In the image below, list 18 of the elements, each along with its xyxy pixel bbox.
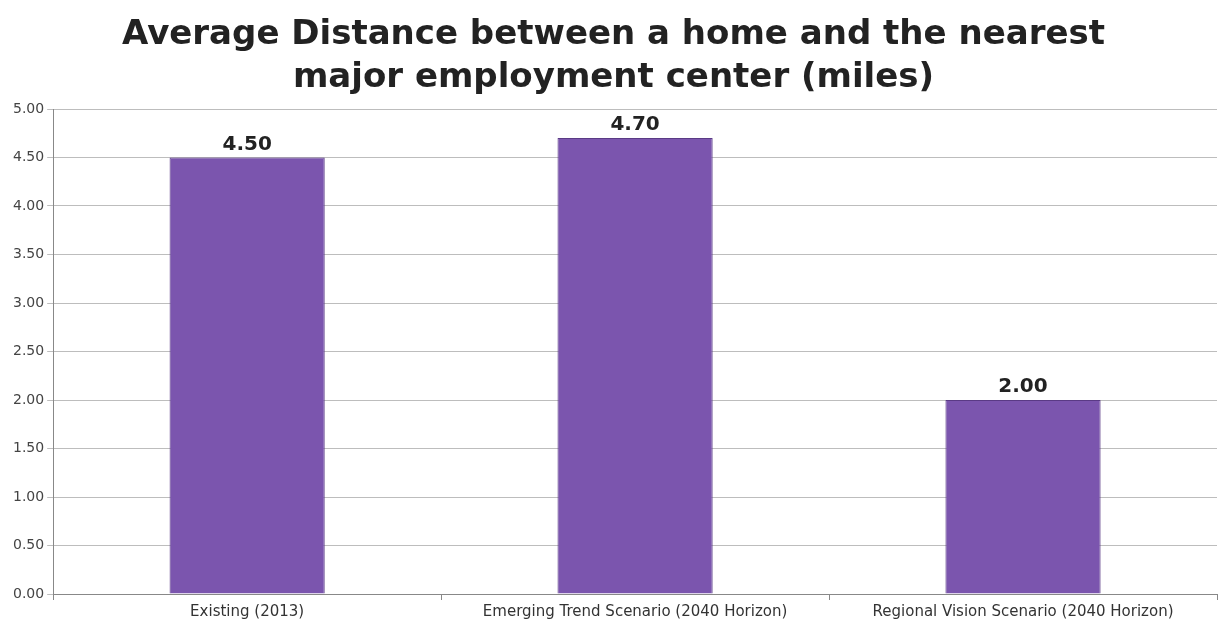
y-tick-label: 0.50 <box>13 536 45 553</box>
y-tick-label: 3.00 <box>13 293 45 310</box>
x-tick-label: Emerging Trend Scenario (2040 Horizon) <box>482 601 788 620</box>
y-tick-label: 1.50 <box>13 439 45 456</box>
y-tick-label: 4.50 <box>13 148 45 165</box>
data-label: 4.70 <box>610 111 660 136</box>
chart-title: Average Distance between a home and the nearest major employment center (miles) <box>122 12 1105 95</box>
y-tick-label: 1.00 <box>13 487 45 504</box>
data-label: 2.00 <box>998 373 1048 398</box>
y-tick-label: 2.50 <box>13 342 45 359</box>
y-tick-label: 4.00 <box>13 196 45 213</box>
y-tick-label: 3.50 <box>13 245 45 262</box>
y-tick-label: 0.00 <box>13 584 45 601</box>
x-tick-label: Regional Vision Scenario (2040 Horizon) <box>872 601 1174 620</box>
data-label: 4.50 <box>222 130 272 155</box>
y-tick-label: 5.00 <box>13 99 45 116</box>
y-tick-label: 2.00 <box>13 390 45 407</box>
x-tick-label: Existing (2013) <box>190 601 305 620</box>
